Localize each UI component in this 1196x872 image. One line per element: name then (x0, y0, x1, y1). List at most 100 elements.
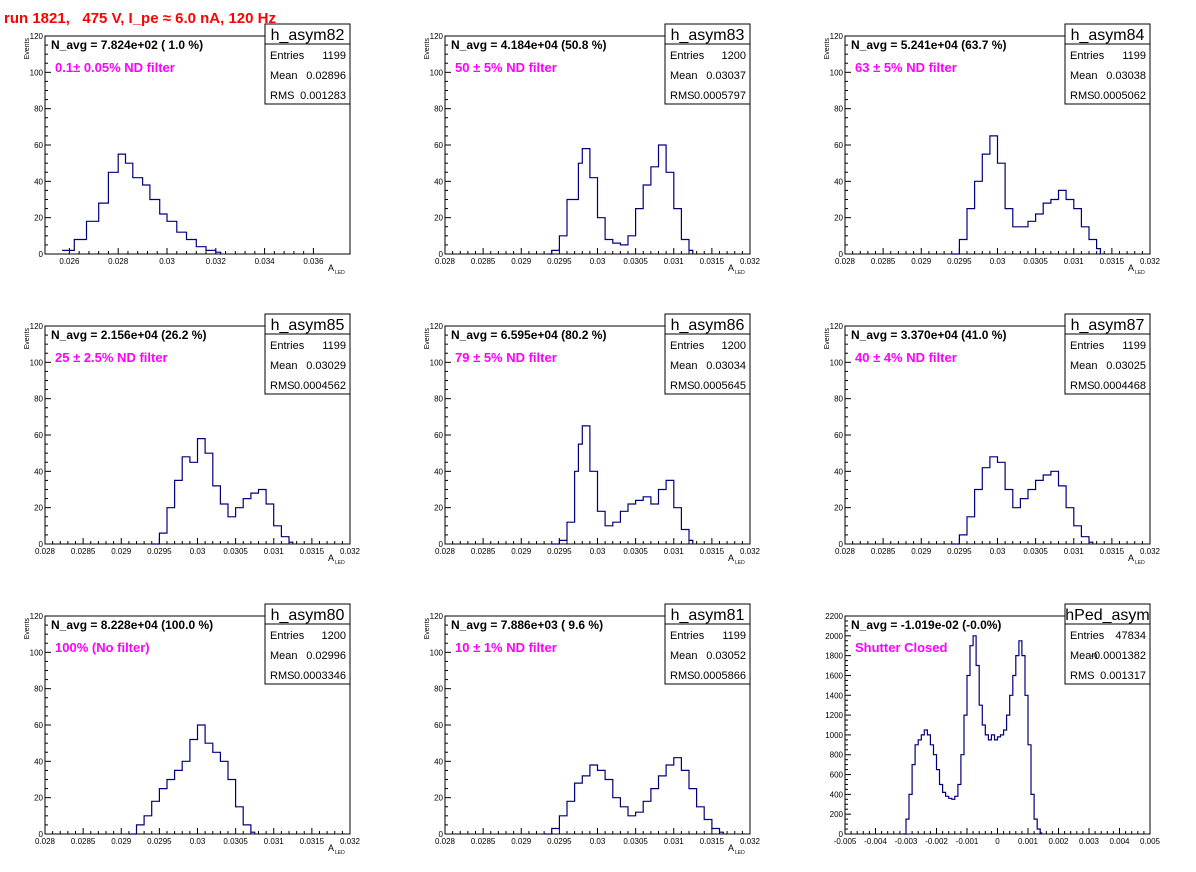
histogram-name: h_asym82 (271, 27, 345, 44)
y-tick-label: 120 (430, 32, 444, 41)
x-axis-label-subscript: LED (335, 850, 345, 856)
y-tick-label: 40 (34, 467, 43, 476)
y-tick-label: 40 (434, 467, 443, 476)
y-axis-label: Events (824, 38, 831, 60)
n-avg-label: N_avg = 5.241e+04 (63.7 %) (851, 38, 1006, 52)
y-tick-label: 120 (830, 322, 844, 331)
x-tick-label: 0.0295 (547, 837, 572, 846)
y-tick-label: 80 (834, 395, 843, 404)
histogram-line (151, 438, 294, 545)
x-tick-label: 0.03 (990, 257, 1006, 266)
y-tick-label: 0 (439, 250, 444, 259)
histogram-panel-h_asym82: 0 20 40 60 80 100 120 0.026 0.028 0.03 0.032 0.034 0… (24, 23, 351, 276)
filter-label: 40 ± 4% ND filter (855, 350, 957, 365)
stats-box (1064, 603, 1151, 685)
stats-box (664, 603, 751, 685)
x-tick-label: 0.0315 (700, 257, 725, 266)
stats-value: 0.03034 (706, 360, 746, 372)
histogram-panel-h_asym87: 0 20 40 60 80 100 120 0.028 0.0285 0.029 0.0295 0.0… (824, 313, 1161, 566)
y-tick-label: 0 (39, 250, 44, 259)
n-avg-label: N_avg = 8.228e+04 (100.0 %) (51, 618, 213, 632)
x-axis-label-subscript: LED (335, 270, 345, 276)
stats-label: Entries (670, 630, 705, 642)
x-tick-label: 0.028 (35, 547, 56, 556)
stats-value: 0.03029 (306, 360, 346, 372)
stats-value: 0.001317 (1100, 670, 1146, 682)
histogram-panel-h_asym85: 0 20 40 60 80 100 120 0.028 0.0285 0.029 0.0295 0.0… (24, 313, 361, 566)
n-avg-label: N_avg = 7.824e+02 ( 1.0 %) (51, 38, 203, 52)
y-tick-label: 100 (430, 358, 444, 367)
y-tick-label: 0 (839, 540, 844, 549)
y-tick-label: 60 (434, 721, 443, 730)
x-tick-label: 0.036 (303, 257, 324, 266)
y-tick-label: 80 (34, 395, 43, 404)
stats-box (664, 313, 751, 395)
x-tick-label: 0.028 (108, 257, 129, 266)
y-tick-label: 0 (839, 250, 844, 259)
histogram-line (128, 724, 256, 835)
y-axis-label: Events (824, 328, 831, 350)
stats-label: Mean (1070, 650, 1098, 662)
x-tick-label: 0.032 (340, 547, 361, 556)
stats-label: Mean (670, 360, 698, 372)
x-tick-label: 0.032 (340, 837, 361, 846)
x-tick-label: 0.0305 (623, 547, 648, 556)
x-tick-label: 0.026 (59, 257, 80, 266)
stats-value: 0.0005062 (1094, 90, 1146, 102)
x-tick-label: 0.0315 (1100, 547, 1125, 556)
x-tick-label: 0.029 (911, 257, 932, 266)
x-tick-label: 0.0295 (147, 837, 172, 846)
x-tick-label: 0.0295 (547, 257, 572, 266)
y-tick-label: 80 (434, 395, 443, 404)
filter-label: 50 ± 5% ND filter (455, 60, 557, 75)
x-tick-label: 0.0315 (1100, 257, 1125, 266)
y-tick-label: 80 (34, 685, 43, 694)
n-avg-label: N_avg = 4.184e+04 (50.8 %) (451, 38, 606, 52)
stats-box (664, 23, 751, 105)
histogram-name: h_asym85 (271, 317, 345, 334)
y-tick-label: 40 (34, 757, 43, 766)
x-tick-label: 0.0305 (1023, 257, 1048, 266)
x-tick-label: 0.032 (1140, 257, 1161, 266)
x-tick-label: 0.0305 (223, 547, 248, 556)
run-title: run 1821, 475 V, I_pe ≈ 6.0 nA, 120 Hz (4, 10, 276, 27)
stats-label: Entries (270, 340, 305, 352)
histogram-line (544, 757, 724, 835)
x-axis-label-subscript: LED (735, 560, 745, 566)
stats-label: Entries (1070, 50, 1105, 62)
x-tick-label: 0.0305 (623, 837, 648, 846)
stats-value: 1199 (322, 50, 346, 62)
y-axis-label: Events (24, 618, 31, 640)
y-tick-label: 20 (434, 794, 443, 803)
x-tick-label: 0.004 (1109, 837, 1130, 846)
x-tick-label: 0.031 (264, 837, 285, 846)
y-tick-label: 0 (839, 830, 844, 839)
y-tick-label: 40 (34, 177, 43, 186)
y-tick-label: 120 (30, 32, 44, 41)
y-tick-label: 20 (834, 504, 843, 513)
y-tick-label: 60 (834, 431, 843, 440)
x-tick-label: 0.028 (435, 257, 456, 266)
stats-value: 0.03037 (706, 70, 746, 82)
y-tick-label: 100 (30, 358, 44, 367)
x-tick-label: 0.031 (1064, 257, 1085, 266)
y-tick-label: 800 (830, 751, 844, 760)
x-axis-label-subscript: LED (735, 270, 745, 276)
filter-label: 79 ± 5% ND filter (455, 350, 557, 365)
x-tick-label: 0.0315 (700, 547, 725, 556)
x-axis-label-subscript: LED (1135, 560, 1145, 566)
y-tick-label: 1400 (825, 691, 843, 700)
histogram-name: h_asym87 (1071, 317, 1145, 334)
n-avg-label: N_avg = -1.019e-02 (-0.0%) (851, 618, 1001, 632)
y-tick-label: 600 (830, 771, 844, 780)
stats-label: RMS (270, 90, 294, 102)
x-tick-label: 0.031 (664, 257, 685, 266)
y-tick-label: 0 (439, 830, 444, 839)
y-tick-label: 400 (830, 790, 844, 799)
y-tick-label: 0 (39, 540, 44, 549)
histogram-name: h_asym80 (271, 607, 345, 624)
histogram-line (903, 635, 1043, 835)
x-axis-label: A (728, 553, 734, 563)
stats-box (1064, 23, 1151, 105)
